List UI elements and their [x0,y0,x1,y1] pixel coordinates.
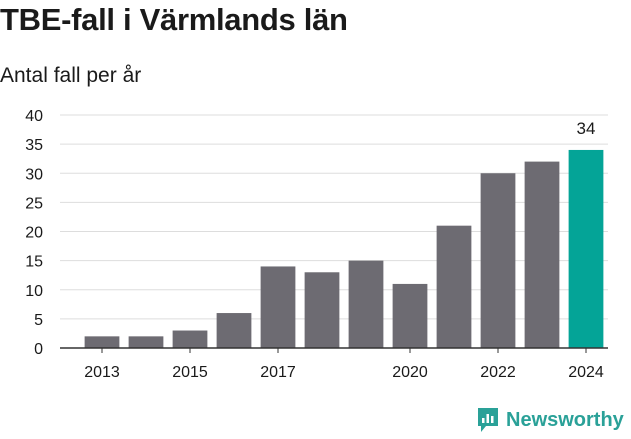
y-tick-label: 15 [25,254,43,271]
newsworthy-logo: Newsworthy [476,406,624,434]
y-tick-label: 20 [25,225,43,242]
x-tick-label: 2022 [480,364,516,381]
x-axis-tick-labels: 2013 2015 2017 2020 2022 2024 [84,348,604,381]
bar-2019 [348,260,384,348]
y-tick-label: 25 [25,195,43,212]
bar-2018 [304,272,340,348]
y-tick-label: 40 [25,108,43,125]
bar-2020 [392,283,428,348]
bar-2022 [480,173,516,348]
x-tick-label: 2013 [84,364,120,381]
x-tick-label: 2015 [172,364,208,381]
x-tick-label: 2017 [260,364,296,381]
bar-2015 [172,330,208,348]
bar-2013 [84,336,120,348]
bar-2024 [568,149,604,348]
y-tick-label: 35 [25,137,43,154]
data-label-2024: 34 [577,119,596,138]
bar-2014 [128,336,164,348]
bar-2017 [260,266,296,348]
chart-title: TBE-fall i Värmlands län [0,2,348,37]
newsworthy-icon [478,408,498,432]
brand-name: Newsworthy [506,408,624,431]
y-axis-tick-labels: 0 5 10 15 20 25 30 35 40 [25,108,43,358]
data-labels: 34 [577,119,596,138]
x-tick-label: 2020 [392,364,428,381]
y-tick-label: 30 [25,166,43,183]
y-tick-label: 0 [34,341,43,358]
chart-subtitle: Antal fall per år [0,64,142,87]
bar-2023 [524,161,560,348]
bars [84,149,604,348]
y-tick-label: 10 [25,283,43,300]
bar-2016 [216,313,252,348]
bar-2021 [436,225,472,348]
y-tick-label: 5 [34,312,43,329]
x-tick-label: 2024 [568,364,604,381]
